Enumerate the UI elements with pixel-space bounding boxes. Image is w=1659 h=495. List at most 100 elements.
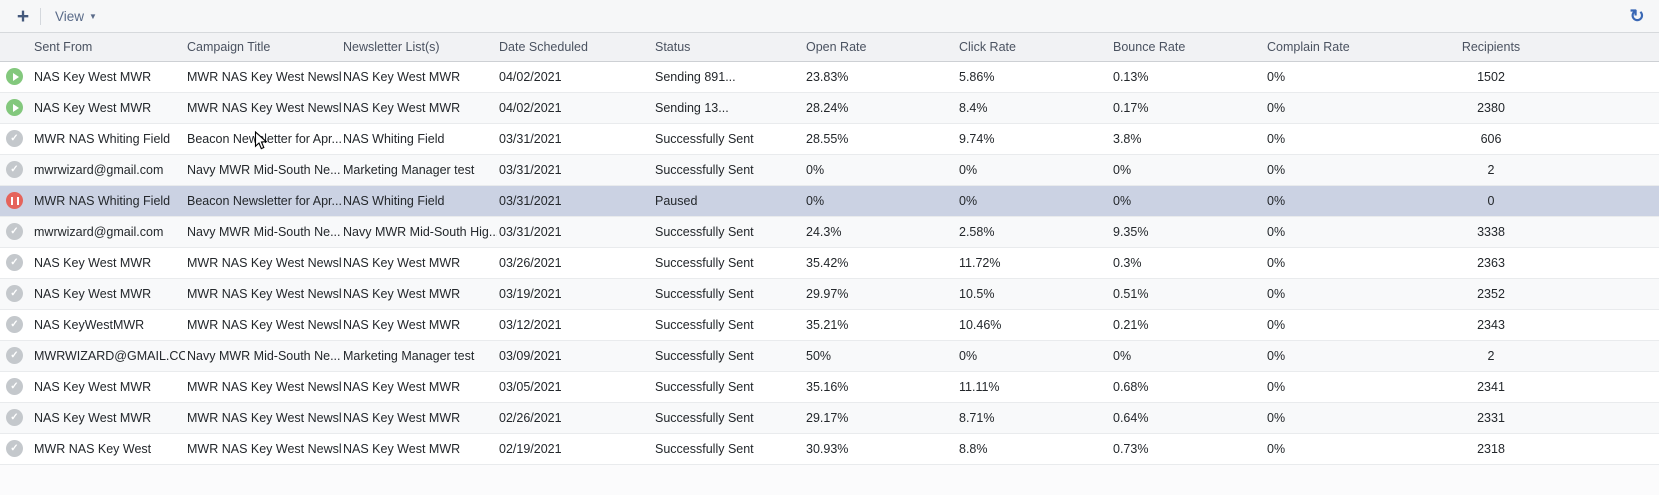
cell-click-rate: 5.86% xyxy=(957,61,1111,93)
table-row[interactable]: ✓ mwrwizard@gmail.com Navy MWR Mid-South… xyxy=(0,154,1659,186)
column-header-date-scheduled[interactable]: Date Scheduled xyxy=(497,33,653,62)
cell-complain-rate: 0% xyxy=(1265,309,1415,341)
column-header-complain-rate[interactable]: Complain Rate xyxy=(1265,33,1415,62)
table-row[interactable]: ✓ NAS Key West MWR MWR NAS Key West News… xyxy=(0,402,1659,434)
cell-campaign-title: MWR NAS Key West Newsl... xyxy=(185,371,341,403)
cell-date-scheduled: 02/26/2021 xyxy=(497,402,653,434)
cell-campaign-title: MWR NAS Key West Newsl... xyxy=(185,61,341,93)
refresh-icon: ↻ xyxy=(1629,5,1645,26)
table-row[interactable]: ✓ mwrwizard@gmail.com Navy MWR Mid-South… xyxy=(0,216,1659,248)
cell-open-rate: 0% xyxy=(804,154,957,186)
column-header-open-rate[interactable]: Open Rate xyxy=(804,33,957,62)
check-icon: ✓ xyxy=(6,161,23,178)
cell-campaign-title: Navy MWR Mid-South Ne... xyxy=(185,216,341,248)
plus-icon: + xyxy=(16,4,30,28)
cell-complain-rate: 0% xyxy=(1265,92,1415,124)
play-icon: ✓ xyxy=(6,68,23,85)
cell-status-icon: ✓ xyxy=(0,154,32,186)
cell-recipients: 0 xyxy=(1415,185,1659,217)
cell-date-scheduled: 04/02/2021 xyxy=(497,61,653,93)
cell-status: Successfully Sent xyxy=(653,433,804,465)
table-row[interactable]: ✓ MWR NAS Key West MWR NAS Key West News… xyxy=(0,433,1659,465)
cell-recipients: 2343 xyxy=(1415,309,1659,341)
table-row[interactable]: ✓ NAS Key West MWR MWR NAS Key West News… xyxy=(0,61,1659,93)
cell-open-rate: 29.17% xyxy=(804,402,957,434)
table-row[interactable]: ✓ MWR NAS Whiting Field Beacon Newslette… xyxy=(0,123,1659,155)
cell-recipients: 3338 xyxy=(1415,216,1659,248)
column-header-recipients[interactable]: Recipients xyxy=(1415,33,1659,62)
table-row[interactable]: ✓ MWRWIZARD@GMAIL.COM Navy MWR Mid-South… xyxy=(0,340,1659,372)
cell-sent-from: NAS Key West MWR xyxy=(32,61,185,93)
cell-campaign-title: Navy MWR Mid-South Ne... xyxy=(185,154,341,186)
cell-status-icon: ✓ xyxy=(0,247,32,279)
add-campaign-button[interactable]: + xyxy=(10,3,36,29)
cell-click-rate: 11.11% xyxy=(957,371,1111,403)
cell-sent-from: NAS KeyWestMWR xyxy=(32,309,185,341)
table-row[interactable]: ✓ NAS Key West MWR MWR NAS Key West News… xyxy=(0,278,1659,310)
cell-open-rate: 24.3% xyxy=(804,216,957,248)
cell-status-icon: ✓ xyxy=(0,92,32,124)
check-icon: ✓ xyxy=(6,347,23,364)
cell-status: Paused xyxy=(653,185,804,217)
cell-click-rate: 10.5% xyxy=(957,278,1111,310)
cell-recipients: 2331 xyxy=(1415,402,1659,434)
cell-campaign-title: MWR NAS Key West Newsl... xyxy=(185,247,341,279)
cell-complain-rate: 0% xyxy=(1265,61,1415,93)
cell-campaign-title: MWR NAS Key West Newsl... xyxy=(185,433,341,465)
table-header: Sent From Campaign Title Newsletter List… xyxy=(0,33,1659,62)
view-dropdown-label: View xyxy=(55,8,85,24)
column-header-click-rate[interactable]: Click Rate xyxy=(957,33,1111,62)
cell-campaign-title: MWR NAS Key West Newsl... xyxy=(185,92,341,124)
table-row[interactable]: ✓ NAS Key West MWR MWR NAS Key West News… xyxy=(0,371,1659,403)
cell-newsletter-lists: Navy MWR Mid-South Hig... xyxy=(341,216,497,248)
column-header-campaign-title[interactable]: Campaign Title xyxy=(185,33,341,62)
pause-icon: ✓ xyxy=(6,192,23,209)
cell-status-icon: ✓ xyxy=(0,433,32,465)
toolbar-divider xyxy=(40,7,41,25)
cell-click-rate: 0% xyxy=(957,154,1111,186)
cell-sent-from: MWR NAS Key West xyxy=(32,433,185,465)
check-icon: ✓ xyxy=(6,378,23,395)
cell-campaign-title: Navy MWR Mid-South Ne... xyxy=(185,340,341,372)
cell-open-rate: 30.93% xyxy=(804,433,957,465)
campaigns-table: Sent From Campaign Title Newsletter List… xyxy=(0,33,1659,465)
cell-newsletter-lists: NAS Key West MWR xyxy=(341,433,497,465)
cell-bounce-rate: 0% xyxy=(1111,154,1265,186)
cell-status: Successfully Sent xyxy=(653,123,804,155)
column-header-sent-from[interactable]: Sent From xyxy=(32,33,185,62)
cell-campaign-title: Beacon Newsletter for Apr... xyxy=(185,123,341,155)
cell-click-rate: 8.8% xyxy=(957,433,1111,465)
cell-newsletter-lists: Marketing Manager test xyxy=(341,154,497,186)
table-row[interactable]: ✓ NAS Key West MWR MWR NAS Key West News… xyxy=(0,92,1659,124)
table-row[interactable]: ✓ NAS Key West MWR MWR NAS Key West News… xyxy=(0,247,1659,279)
check-icon: ✓ xyxy=(6,316,23,333)
cell-status: Sending 13... xyxy=(653,92,804,124)
cell-sent-from: MWR NAS Whiting Field xyxy=(32,123,185,155)
view-dropdown-button[interactable]: View ▼ xyxy=(49,5,103,28)
cell-open-rate: 28.24% xyxy=(804,92,957,124)
table-row[interactable]: ✓ NAS KeyWestMWR MWR NAS Key West Newsl.… xyxy=(0,309,1659,341)
cell-date-scheduled: 03/09/2021 xyxy=(497,340,653,372)
column-header-status[interactable]: Status xyxy=(653,33,804,62)
cell-status: Successfully Sent xyxy=(653,402,804,434)
cell-campaign-title: MWR NAS Key West Newsl... xyxy=(185,309,341,341)
cell-bounce-rate: 0.17% xyxy=(1111,92,1265,124)
cell-sent-from: NAS Key West MWR xyxy=(32,92,185,124)
cell-sent-from: mwrwizard@gmail.com xyxy=(32,154,185,186)
cell-newsletter-lists: NAS Key West MWR xyxy=(341,92,497,124)
column-header-newsletter-lists[interactable]: Newsletter List(s) xyxy=(341,33,497,62)
cell-status-icon: ✓ xyxy=(0,278,32,310)
column-header-bounce-rate[interactable]: Bounce Rate xyxy=(1111,33,1265,62)
cell-complain-rate: 0% xyxy=(1265,247,1415,279)
check-icon: ✓ xyxy=(6,130,23,147)
table-row[interactable]: ✓ MWR NAS Whiting Field Beacon Newslette… xyxy=(0,185,1659,217)
cell-date-scheduled: 03/31/2021 xyxy=(497,123,653,155)
cell-complain-rate: 0% xyxy=(1265,278,1415,310)
cell-bounce-rate: 0.51% xyxy=(1111,278,1265,310)
cell-bounce-rate: 0% xyxy=(1111,340,1265,372)
refresh-button[interactable]: ↻ xyxy=(1625,4,1649,28)
cell-complain-rate: 0% xyxy=(1265,340,1415,372)
cell-recipients: 2341 xyxy=(1415,371,1659,403)
cell-bounce-rate: 0.64% xyxy=(1111,402,1265,434)
cell-status: Sending 891... xyxy=(653,61,804,93)
